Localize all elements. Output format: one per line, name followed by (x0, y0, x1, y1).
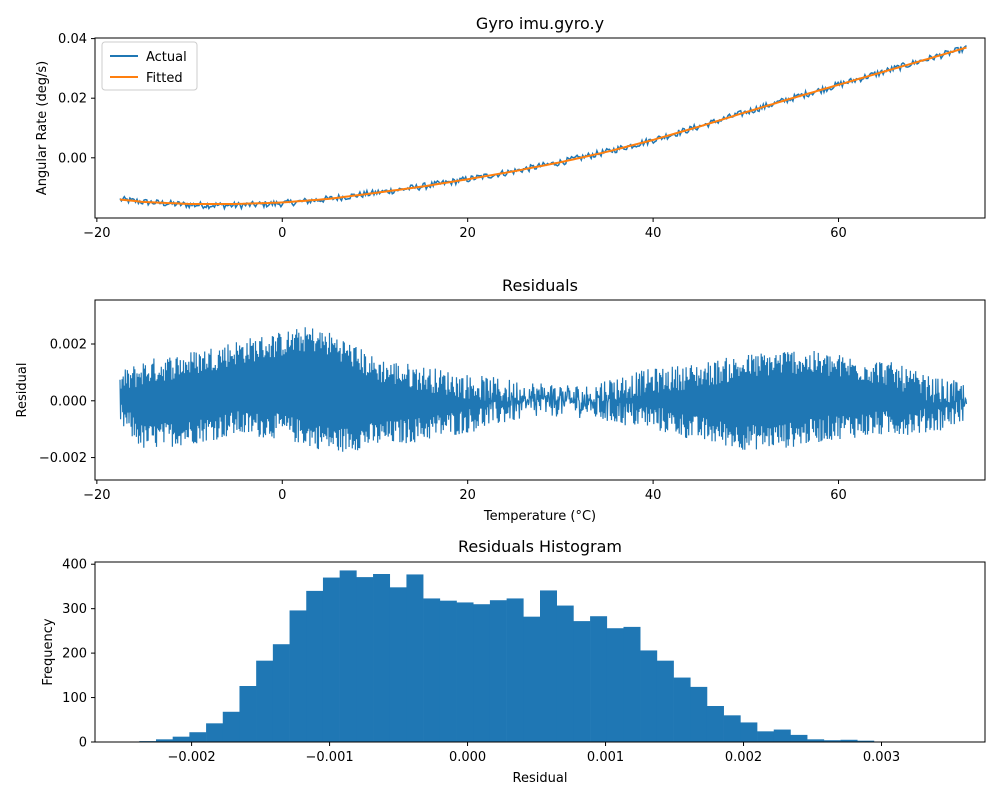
x-tick-label: 40 (645, 488, 662, 503)
y-tick-label: 300 (62, 602, 87, 617)
histogram-bar (289, 610, 307, 742)
histogram-bar (740, 722, 758, 742)
gyro-plot-area (119, 44, 967, 211)
y-tick-label: 0 (79, 736, 87, 751)
histogram-bar (222, 711, 240, 742)
histogram-bar (206, 723, 224, 742)
residuals-ylabel: Residual (15, 363, 30, 418)
x-tick-label: −20 (83, 488, 110, 503)
histogram-bar (155, 739, 173, 742)
x-tick-label: 40 (645, 226, 662, 241)
histogram-ticks: −0.002 −0.001 0.000 0.001 0.002 0.003 0 100 200 3… (62, 558, 900, 765)
histogram-bar (473, 604, 491, 742)
histogram-bar (590, 616, 608, 742)
series-actual-line (119, 44, 967, 211)
y-tick-label: 0.04 (58, 32, 87, 47)
histogram-bar (690, 686, 708, 742)
histogram-xlabel: Residual (513, 771, 568, 786)
histogram-bar (506, 598, 524, 742)
histogram-bar (840, 739, 858, 742)
gyro-ticks: −20 0 20 40 60 0.00 0.02 0.04 (58, 32, 847, 241)
x-tick-label: −0.001 (306, 750, 354, 765)
histogram-bar (423, 598, 441, 742)
histogram-bar (439, 600, 457, 742)
histogram-bar (172, 736, 190, 742)
histogram-bar (807, 739, 825, 742)
y-tick-label: −0.002 (39, 451, 87, 466)
y-tick-label: 200 (62, 647, 87, 662)
residuals-plot-area (119, 327, 968, 452)
gyro-title: Gyro imu.gyro.y (476, 14, 604, 33)
series-residual-line (119, 327, 968, 452)
histogram-bar (189, 732, 207, 742)
histogram-bar (239, 686, 257, 742)
histogram-bar (356, 577, 374, 742)
histogram-panel: Residuals Histogram −0.002 −0.001 0.000 0.0… (41, 537, 986, 786)
histogram-bar (540, 590, 557, 742)
legend-actual-label: Actual (146, 50, 187, 65)
y-tick-label: 0.002 (50, 338, 87, 353)
histogram-axes-frame (94, 561, 986, 743)
x-tick-label: 60 (830, 226, 847, 241)
histogram-bar (773, 729, 791, 742)
histogram-bar (790, 734, 808, 742)
gyro-panel: Gyro imu.gyro.y −20 0 20 40 60 0.00 0.02 0.04 A… (35, 14, 986, 241)
residuals-ticks: −20 0 20 40 60 −0.002 0.000 0.002 (39, 338, 847, 503)
histogram-bar (556, 605, 574, 742)
y-tick-label: 0.000 (50, 394, 87, 409)
histogram-bar (623, 626, 641, 742)
histogram-bar (406, 574, 424, 742)
histogram-bar (456, 602, 474, 742)
x-tick-label: 20 (459, 226, 476, 241)
histogram-bar (757, 731, 775, 742)
series-fitted-line (119, 46, 967, 205)
x-tick-label: 20 (459, 488, 476, 503)
x-tick-label: 0 (278, 488, 286, 503)
histogram-bar (389, 587, 407, 742)
histogram-bar (339, 570, 357, 742)
histogram-title: Residuals Histogram (458, 537, 622, 556)
x-tick-label: 60 (830, 488, 847, 503)
x-tick-label: 0 (278, 226, 286, 241)
y-tick-label: 0.02 (58, 92, 87, 107)
x-tick-label: −20 (83, 226, 110, 241)
histogram-bar (272, 644, 290, 742)
histogram-bar (706, 706, 724, 742)
histogram-bar (573, 621, 591, 742)
histogram-bar (322, 577, 340, 742)
legend-fitted-label: Fitted (146, 71, 183, 86)
residuals-axes-frame (94, 299, 986, 481)
residuals-title: Residuals (502, 276, 578, 295)
histogram-bar (673, 677, 691, 742)
histogram-bar (256, 660, 274, 742)
histogram-bar (489, 600, 507, 742)
residuals-panel: Residuals −20 0 20 40 60 −0.002 0.000 0.002 Res… (15, 276, 986, 524)
histogram-bar (723, 715, 741, 742)
x-tick-label: 0.003 (863, 750, 900, 765)
histogram-bar (523, 616, 541, 742)
histogram-plot-area (122, 570, 958, 742)
histogram-bar (656, 660, 674, 742)
gyro-legend: Actual Fitted (101, 41, 198, 91)
y-tick-label: 400 (62, 558, 87, 573)
gyro-axes-frame (94, 37, 986, 219)
histogram-ylabel: Frequency (41, 618, 56, 685)
x-tick-label: −0.002 (168, 750, 216, 765)
gyro-ylabel: Angular Rate (deg/s) (35, 61, 50, 195)
x-tick-label: 0.002 (725, 750, 762, 765)
histogram-bar (823, 740, 841, 742)
histogram-bar (606, 628, 624, 742)
histogram-bar (306, 590, 324, 742)
x-tick-label: 0.000 (449, 750, 486, 765)
histogram-bar (857, 740, 875, 742)
histogram-bar (373, 574, 391, 742)
y-tick-label: 100 (62, 691, 87, 706)
y-tick-label: 0.00 (58, 151, 87, 166)
residuals-xlabel: Temperature (°C) (483, 509, 596, 524)
x-tick-label: 0.001 (587, 750, 624, 765)
histogram-bar (640, 650, 658, 742)
